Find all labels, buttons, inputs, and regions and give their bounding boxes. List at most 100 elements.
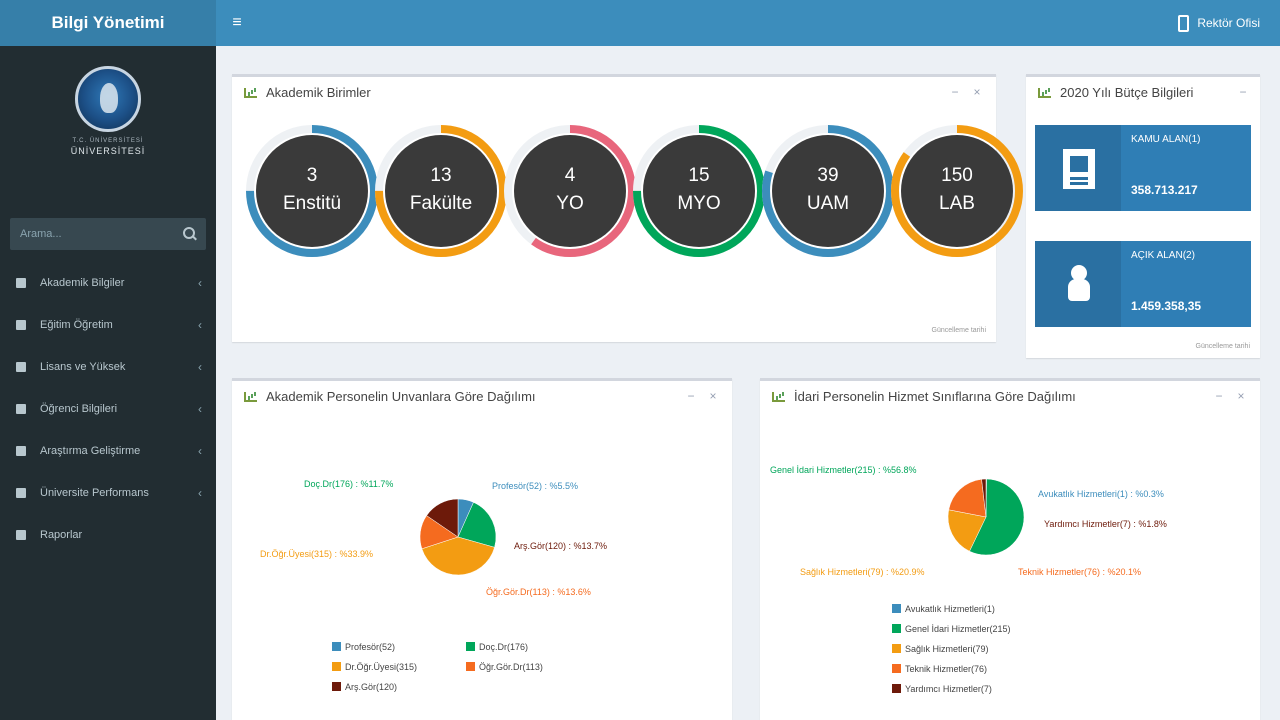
pie-label-doc: Doç.Dr(176) : %11.7% xyxy=(304,479,394,489)
legend-label: Avukatlık Hizmetleri(1) xyxy=(905,604,995,614)
legend-swatch xyxy=(332,642,341,651)
folder-icon xyxy=(16,404,26,414)
sidebar-item-arastirma[interactable]: Araştırma Geliştirme ‹ xyxy=(0,430,216,472)
pie-label-saglik: Sağlık Hizmetleri(79) : %20.9% xyxy=(800,567,925,577)
legend-item[interactable]: Genel İdari Hizmetler(215) xyxy=(892,623,1011,635)
close-icon[interactable]: × xyxy=(1237,389,1245,403)
box-footer: Güncelleme tarihi xyxy=(1195,343,1250,350)
legend-item[interactable]: Profesör(52) xyxy=(332,641,395,653)
search-input[interactable] xyxy=(10,218,176,250)
legend-item[interactable]: Öğr.Gör.Dr(113) xyxy=(466,661,543,673)
search-icon[interactable] xyxy=(182,226,198,242)
unit-circle[interactable]: 39 UAM xyxy=(760,123,896,259)
unit-circle[interactable]: 150 LAB xyxy=(889,123,1025,259)
sidebar-item-label: Akademik Bilgiler xyxy=(40,277,125,289)
legend-item[interactable]: Teknik Hizmetler(76) xyxy=(892,663,987,675)
folder-icon xyxy=(16,362,26,372)
pie-label-teknik: Teknik Hizmetler(76) : %20.1% xyxy=(1018,567,1142,577)
unit-count: 4 xyxy=(564,165,576,186)
unit-circle[interactable]: 15 MYO xyxy=(631,123,767,259)
budget-card-kamu[interactable]: KAMU ALAN(1) 358.713.217 xyxy=(1035,125,1251,211)
folder-icon xyxy=(16,530,26,540)
legend-swatch xyxy=(466,642,475,651)
close-icon[interactable]: × xyxy=(973,85,981,99)
app-logo[interactable]: Bilgi Yönetimi xyxy=(0,0,216,46)
collapse-icon[interactable]: − xyxy=(687,389,695,403)
circle-face: 15 MYO xyxy=(643,135,755,247)
pie-slice[interactable] xyxy=(948,478,987,518)
circle-face: 150 LAB xyxy=(901,135,1013,247)
legend-item[interactable]: Yardımcı Hizmetler(7) xyxy=(892,683,992,695)
sidebar-item-egitim[interactable]: Eğitim Öğretim ‹ xyxy=(0,304,216,346)
box-header: İdari Personelin Hizmet Sınıflarına Göre… xyxy=(760,381,1260,413)
legend-item[interactable]: Dr.Öğr.Üyesi(315) xyxy=(332,661,417,673)
chevron-left-icon: ‹ xyxy=(198,360,202,374)
collapse-icon[interactable]: − xyxy=(1239,85,1247,99)
box-footer: Güncelleme tarihi xyxy=(931,327,986,334)
unit-circle[interactable]: 13 Fakülte xyxy=(373,123,509,259)
box-title: Akademik Personelin Unvanlara Göre Dağıl… xyxy=(266,389,536,404)
sidebar-item-ogrenci[interactable]: Öğrenci Bilgileri ‹ xyxy=(0,388,216,430)
top-navbar: Bilgi Yönetimi ≡ Rektör Ofisi xyxy=(0,0,1280,46)
collapse-icon[interactable]: − xyxy=(951,85,959,99)
progress-ring xyxy=(375,125,507,257)
menu-toggle-icon[interactable]: ≡ xyxy=(232,14,242,31)
user-menu[interactable]: Rektör Ofisi xyxy=(1178,10,1260,36)
sidebar-item-lisans[interactable]: Lisans ve Yüksek ‹ xyxy=(0,346,216,388)
academic-staff-box: Akademik Personelin Unvanlara Göre Dağıl… xyxy=(232,378,732,720)
user-name: Rektör Ofisi xyxy=(1197,16,1260,30)
academic-units-box: Akademik Birimler − × 3 Enstitü 13 Fakülte 4… xyxy=(232,74,1023,342)
legend-item[interactable]: Arş.Gör(120) xyxy=(332,681,397,693)
university-seal-icon xyxy=(75,66,141,132)
pie-slice[interactable] xyxy=(426,498,459,538)
close-icon[interactable]: × xyxy=(709,389,717,403)
pie-slice[interactable] xyxy=(969,478,1025,556)
box-header: Akademik Personelin Unvanlara Göre Dağıl… xyxy=(232,381,732,413)
ring-progress xyxy=(246,125,378,257)
budget-box: 2020 Yılı Bütçe Bilgileri − KAMU ALAN(1)… xyxy=(1026,74,1260,358)
pie-label-genel: Genel İdari Hizmetler(215) : %56.8% xyxy=(770,465,917,475)
unit-label: Fakülte xyxy=(409,193,473,214)
legend-item[interactable]: Doç.Dr(176) xyxy=(466,641,528,653)
person-icon xyxy=(1068,265,1090,301)
pie-slice[interactable] xyxy=(947,509,987,552)
fin-card-value: 358.713.217 xyxy=(1131,183,1198,197)
pie-slice[interactable] xyxy=(421,536,495,576)
pie-label-prof: Profesör(52) : %5.5% xyxy=(492,481,579,491)
legend-item[interactable]: Avukatlık Hizmetleri(1) xyxy=(892,603,995,615)
budget-card-acik[interactable]: AÇIK ALAN(2) 1.459.358,35 xyxy=(1035,241,1251,327)
unit-count: 3 xyxy=(306,165,318,186)
chevron-left-icon: ‹ xyxy=(198,444,202,458)
phone-icon xyxy=(1178,14,1190,32)
folder-icon xyxy=(16,278,26,288)
legend-swatch xyxy=(332,682,341,691)
sidebar-item-akademik[interactable]: Akademik Bilgiler ‹ xyxy=(0,262,216,304)
chevron-left-icon: ‹ xyxy=(198,318,202,332)
unit-circle[interactable]: 4 YO xyxy=(502,123,638,259)
sidebar-item-label: Araştırma Geliştirme xyxy=(40,445,141,457)
pie-slice[interactable] xyxy=(457,501,497,548)
unit-circle[interactable]: 3 Enstitü xyxy=(244,123,380,259)
unit-label: LAB xyxy=(939,193,975,214)
sidebar-item-performans[interactable]: Üniversite Performans ‹ xyxy=(0,472,216,514)
unit-count: 13 xyxy=(430,165,452,186)
sidebar: T.C. ÜNİVERSİTESİ ÜNİVERSİTESİ Akademik … xyxy=(0,46,216,720)
sidebar-item-label: Raporlar xyxy=(40,529,83,541)
pie-slice[interactable] xyxy=(981,478,987,518)
collapse-icon[interactable]: − xyxy=(1215,389,1223,403)
ring-progress xyxy=(762,125,894,257)
sidebar-item-label: Lisans ve Yüksek xyxy=(40,361,126,373)
circle-face: 4 YO xyxy=(514,135,626,247)
pie-label-arsgor: Arş.Gör(120) : %13.7% xyxy=(514,541,608,551)
legend-item[interactable]: Sağlık Hizmetleri(79) xyxy=(892,643,989,655)
progress-ring xyxy=(246,125,378,257)
sidebar-search xyxy=(10,218,206,250)
sidebar-item-label: Eğitim Öğretim xyxy=(40,319,113,331)
sidebar-item-raporlar[interactable]: Raporlar xyxy=(0,514,216,556)
folder-icon xyxy=(16,320,26,330)
legend-label: Dr.Öğr.Üyesi(315) xyxy=(345,662,418,672)
legend-swatch xyxy=(892,644,901,653)
legend-label: Teknik Hizmetler(76) xyxy=(905,664,988,674)
circle-face: 39 UAM xyxy=(772,135,884,247)
folder-icon xyxy=(16,446,26,456)
